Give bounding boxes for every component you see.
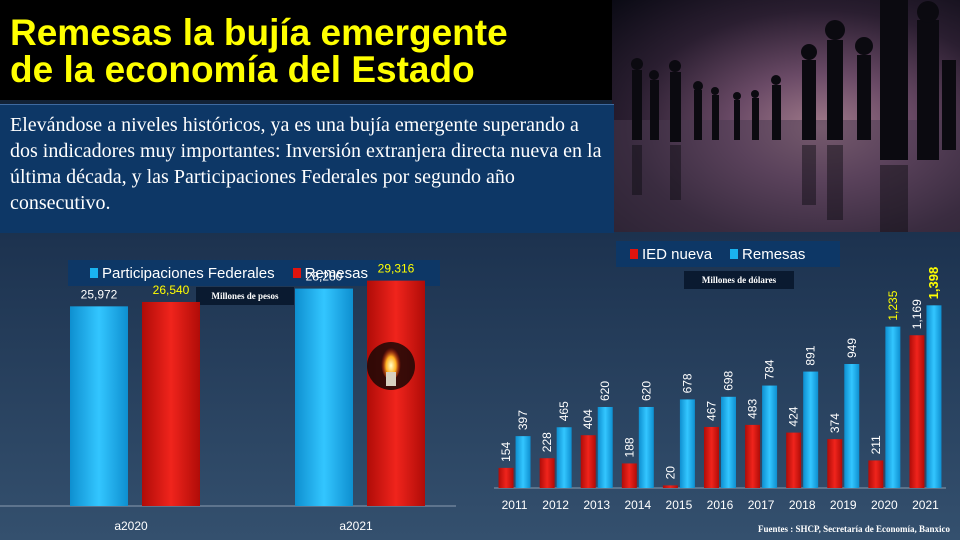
tick-label: 2017 — [748, 498, 775, 512]
value-label: 26,540 — [153, 283, 190, 297]
legend-right: IED nueva Remesas — [616, 241, 840, 267]
value-label: 620 — [639, 381, 653, 401]
value-label: 1,169 — [910, 299, 924, 329]
bar-remesas-2019 — [844, 363, 860, 488]
value-label: 784 — [763, 359, 777, 379]
bar-remesas-2014 — [638, 406, 654, 488]
tick-label: 2013 — [583, 498, 610, 512]
bar-ied-2011 — [498, 467, 514, 488]
tick-label: 2019 — [830, 498, 857, 512]
subtitle-text: Elevándose a niveles históricos, ya es u… — [10, 114, 602, 214]
value-label: 467 — [705, 401, 719, 421]
bar-remesas-a2021 — [367, 280, 425, 506]
tick-label: 2015 — [666, 498, 693, 512]
bar-remesas-2021 — [926, 305, 942, 488]
value-label: 465 — [557, 401, 571, 421]
value-label: 1,235 — [886, 290, 900, 320]
bar-ied-2018 — [786, 432, 802, 488]
source-note: Fuentes : SHCP, Secretaría de Economía, … — [758, 524, 950, 534]
chart-right: 1543972011228465201240462020131886202014… — [494, 267, 946, 512]
value-label: 1,398 — [926, 267, 941, 300]
units-label-left: Millones de pesos — [196, 287, 294, 305]
value-label: 211 — [869, 435, 883, 454]
tick-label: 2012 — [542, 498, 569, 512]
tick-label: 2021 — [912, 498, 939, 512]
value-label: 188 — [622, 437, 636, 457]
bar-participaciones-a2020 — [70, 306, 128, 506]
bar-remesas-2016 — [721, 396, 736, 488]
bar-remesas-2012 — [556, 427, 572, 488]
bar-remesas-2013 — [597, 406, 613, 488]
tick-label: 2011 — [502, 498, 528, 512]
legend-swatch-blue — [90, 268, 98, 278]
value-label: 424 — [787, 406, 801, 426]
value-label: 20 — [663, 466, 677, 480]
bar-ied-2016 — [704, 426, 719, 488]
value-label: 397 — [516, 410, 530, 430]
tick-label: a2020 — [114, 519, 148, 533]
tick-label: a2021 — [339, 519, 373, 533]
bar-remesas-2017 — [762, 385, 778, 488]
candle-body — [386, 372, 396, 386]
bar-participaciones-a2021 — [295, 288, 353, 506]
units-label-right: Millones de dólares — [684, 271, 794, 289]
bar-ied-2015 — [662, 485, 678, 488]
legend-label-remesas-left: Remesas — [304, 264, 368, 282]
legend-label-remesas-right: Remesas — [742, 245, 806, 263]
candle-flame — [381, 344, 401, 380]
tick-label: 2016 — [707, 498, 734, 512]
bar-remesas-2011 — [515, 436, 531, 488]
legend-label-ied: IED nueva — [642, 245, 713, 263]
subtitle-box — [0, 104, 614, 233]
tick-label: 2018 — [789, 498, 816, 512]
bar-ied-2021 — [909, 335, 925, 488]
value-label: 29,316 — [378, 262, 415, 276]
tick-label: 2020 — [871, 498, 898, 512]
value-label: 374 — [828, 413, 842, 433]
legend-label-participaciones: Participaciones Federales — [102, 264, 275, 282]
legend-swatch-red — [630, 249, 638, 259]
page-title: Remesas la bujía emergente de la economí… — [10, 12, 508, 90]
bar-remesas-a2020 — [142, 301, 200, 506]
value-label: 483 — [746, 399, 760, 419]
bar-ied-2017 — [745, 424, 761, 488]
silhouette-photo — [612, 0, 960, 232]
candle-icon — [367, 342, 415, 390]
bar-ied-2013 — [580, 435, 596, 488]
legend-item-participaciones: Participaciones Federales — [90, 265, 275, 282]
legend-swatch-blue — [730, 249, 739, 259]
title-banner: Remesas la bujía emergente de la economí… — [0, 0, 612, 100]
value-label: 620 — [598, 381, 612, 401]
bar-ied-2019 — [827, 439, 843, 488]
legend-item-remesas-left: Remesas — [292, 264, 368, 282]
legend-item-ied: IED nueva — [630, 246, 712, 263]
bar-ied-2012 — [539, 458, 555, 488]
value-label: 25,972 — [81, 287, 118, 301]
bar-remesas-2015 — [679, 399, 695, 488]
value-label: 678 — [680, 373, 694, 393]
value-label: 228 — [540, 432, 554, 452]
value-label: 891 — [804, 345, 818, 365]
value-label: 404 — [581, 409, 595, 429]
bar-ied-2020 — [868, 460, 884, 488]
value-label: 28,280 — [306, 270, 343, 284]
bar-remesas-2020 — [885, 326, 901, 488]
value-label: 698 — [722, 370, 736, 390]
bar-ied-2014 — [621, 463, 637, 488]
chart-left: 25,972 26,540 a2020 28,280 29,316 a2021 — [0, 262, 456, 533]
legend-swatch-red — [292, 268, 301, 278]
value-label: 154 — [499, 442, 513, 462]
tick-label: 2014 — [624, 498, 651, 512]
bar-remesas-2018 — [803, 371, 819, 488]
value-label: 949 — [845, 338, 859, 358]
legend-item-remesas-right: Remesas — [730, 246, 805, 263]
